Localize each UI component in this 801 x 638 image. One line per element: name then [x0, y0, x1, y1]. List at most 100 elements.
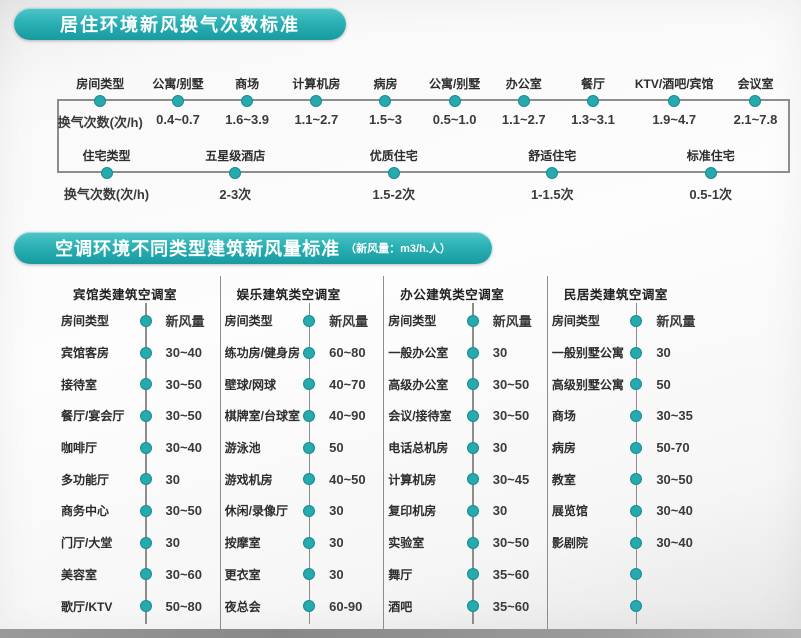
room-type-label: 游泳池: [224, 441, 261, 456]
timeline-dot-icon: [229, 167, 242, 179]
timeline-dot-icon: [704, 167, 717, 179]
timeline-item-label: 标准住宅: [686, 149, 735, 163]
airflow-value: 30: [165, 535, 180, 551]
spec-row: 歌厅/KTV 50~80: [61, 590, 233, 622]
timeline-dot-icon: [630, 473, 643, 486]
timeline-dot-icon: [586, 95, 599, 107]
room-type-label: 房间类型: [551, 314, 600, 329]
room-type-label: 病房: [551, 441, 576, 456]
airflow-value: 30~35: [656, 408, 693, 424]
timeline-line-row2: [57, 171, 790, 173]
bottom-shadow-bar: [0, 629, 801, 638]
room-type-label: 门厅/大堂: [61, 536, 113, 551]
airflow-value: 30~40: [656, 535, 693, 551]
timeline-item: 公寓/别墅 0.4~0.7: [143, 68, 212, 136]
spec-row: 更衣室 30: [225, 559, 397, 591]
timeline-item-label: 住宅类型: [82, 149, 131, 163]
room-type-label: 休闲/录像厅: [224, 504, 288, 519]
timeline-dot-icon: [303, 346, 316, 359]
spec-row: 美容室 30~60: [61, 559, 233, 591]
spec-row: 展览馆 30~40: [552, 495, 724, 527]
room-type-label: 更衣室: [224, 567, 261, 582]
room-type-label: 计算机房: [388, 472, 437, 487]
timeline-dot-icon: [466, 473, 479, 486]
timeline-item-label: 办公室: [505, 77, 542, 91]
timeline-item: 办公室 1.1~2.7: [489, 68, 558, 136]
timeline-dot-icon: [139, 504, 152, 517]
building-column-rows: 房间类型 新风量 练功房/健身房 60~80 壁球/网球 40~70 棋牌室/台…: [224, 303, 397, 624]
room-type-label: 多功能厅: [61, 472, 110, 487]
timeline-vertical-line: [472, 303, 474, 624]
room-type-label: 按摩室: [224, 536, 261, 551]
spec-row: 高级办公室 30~50: [388, 368, 560, 400]
timeline-item-value: 1.1~2.7: [294, 112, 339, 127]
section2-title-text: 空调环境不同类型建筑新风量标准: [55, 239, 341, 259]
airflow-value: 60-90: [329, 598, 363, 614]
spec-row: 电话总机房 30: [388, 432, 560, 464]
timeline-item: 会议室 2.1~7.8: [721, 68, 790, 136]
timeline-item: KTV/酒吧/宾馆 1.9~4.7: [628, 68, 721, 136]
room-type-label: 一般别墅公寓: [551, 346, 624, 361]
timeline-item-label: 优质住宅: [369, 149, 418, 163]
timeline-item-label: 会议室: [737, 77, 774, 91]
timeline-dot-icon: [303, 600, 316, 613]
room-type-label: 房间类型: [388, 314, 437, 329]
timeline-dot-icon: [630, 346, 643, 359]
timeline-dot-icon: [466, 378, 479, 391]
airflow-value: 30~50: [165, 376, 203, 392]
timeline-dot-icon: [94, 95, 107, 107]
spec-row: 一般别墅公寓 30: [552, 337, 724, 369]
airflow-value: 30: [492, 345, 508, 361]
timeline-dot-icon: [379, 95, 392, 107]
timeline-item: 计算机房 1.1~2.7: [282, 68, 351, 136]
timeline-dot-icon: [303, 409, 316, 422]
timeline-header-item: 房间类型 换气次数(次/h): [57, 68, 143, 136]
timeline-vertical-line: [635, 303, 638, 624]
timeline-line-row1: [57, 99, 790, 101]
timeline-dot-icon: [466, 536, 479, 549]
timeline-item: 商场 1.6~3.9: [213, 68, 282, 136]
spec-row: 实验室 30~50: [388, 527, 560, 559]
timeline-item-label: 计算机房: [292, 77, 341, 91]
timeline-item-value: 换气次数(次/h): [57, 115, 143, 130]
room-type-label: 会议/接待室: [388, 409, 452, 424]
room-type-label: 酒吧: [388, 599, 413, 614]
timeline-row-residence-types: 住宅类型 换气次数(次/h) 五星级酒店 2-3次 优质住宅 1.5-2次 舒适…: [57, 140, 790, 208]
timeline-dot-icon: [466, 568, 479, 581]
airflow-value: 40~70: [329, 376, 366, 392]
room-type-label: 教室: [551, 472, 576, 487]
room-type-label: 游戏机房: [224, 472, 273, 487]
room-type-label: 高级别墅公寓: [551, 377, 624, 392]
airflow-value: 30: [656, 345, 671, 361]
timeline-dot-icon: [630, 441, 643, 454]
timeline-item-value: 0.5-1次: [689, 187, 733, 202]
room-type-label: 美容室: [61, 567, 98, 582]
timeline-item-label: 商场: [235, 77, 260, 91]
room-type-label: 实验室: [388, 536, 425, 551]
building-column-rows: 房间类型 新风量 宾馆客房 30~40 接待室 30~50 餐厅/宴会厅 30~…: [61, 303, 233, 624]
airflow-value: 35~60: [492, 566, 530, 582]
timeline-dot-icon: [630, 600, 643, 613]
airflow-value: 30~50: [492, 376, 530, 392]
airflow-value: 30: [492, 503, 508, 519]
timeline-dot-icon: [303, 378, 316, 391]
spec-row: 游戏机房 40~50: [225, 463, 397, 495]
timeline-item-value: 1.1~2.7: [501, 112, 546, 127]
spec-row: 一般办公室 30: [388, 337, 560, 369]
section2-title-unit: （新风量：m3/h.人）: [345, 243, 451, 255]
spec-row: 高级别墅公寓 50: [552, 368, 724, 400]
timeline-item: 舒适住宅 1-1.5次: [473, 140, 631, 208]
timeline-item-value: 1-1.5次: [530, 187, 574, 202]
timeline-dot-icon: [310, 95, 323, 107]
timeline-item-label: 病房: [373, 77, 398, 91]
timeline-vertical-line: [308, 303, 311, 624]
airflow-value: 30~45: [492, 471, 530, 487]
timeline-item-label: 餐厅: [580, 77, 605, 91]
timeline-dot-icon: [546, 167, 559, 179]
spec-row: 宾馆客房 30~40: [61, 337, 233, 369]
spec-row: 舞厅 35~60: [388, 559, 560, 591]
section2-title: 空调环境不同类型建筑新风量标准 （新风量：m3/h.人）: [14, 232, 492, 264]
timeline-dot-icon: [139, 536, 152, 549]
airflow-value: 30~40: [165, 345, 203, 361]
